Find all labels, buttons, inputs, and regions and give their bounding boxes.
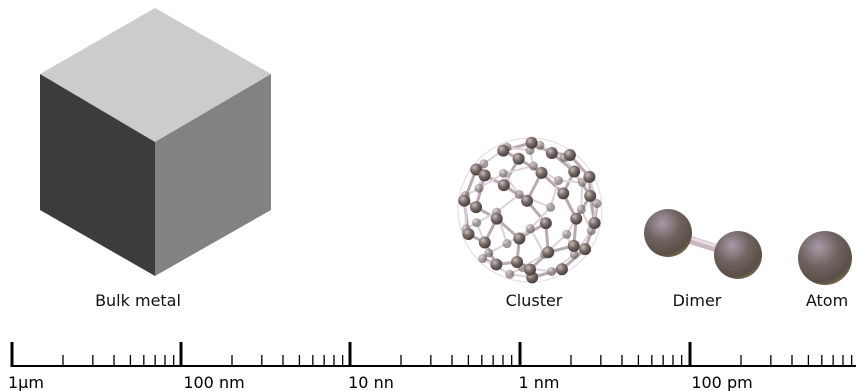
cluster-atom [521, 194, 534, 207]
cluster-bond [478, 172, 504, 190]
tick-label-100pm: 100 pm [691, 373, 752, 391]
cube-top-face [40, 8, 271, 142]
cluster-atom [568, 165, 581, 178]
cluster-atom [555, 263, 568, 276]
bulk-metal-cube [40, 8, 271, 276]
cluster-bond [549, 180, 560, 208]
cluster-atom [584, 189, 597, 202]
cluster-atom [567, 239, 580, 252]
cluster-atom [472, 218, 482, 228]
cluster-atom [557, 187, 570, 200]
dimer-atom-right [714, 231, 762, 279]
cluster-atom [490, 258, 503, 271]
cluster-atom [502, 239, 512, 249]
cluster-atom [525, 136, 538, 149]
dimer-atom-left [644, 209, 692, 257]
cube-right-face [155, 74, 271, 276]
label-atom: Atom [806, 291, 848, 310]
cluster-atom [583, 170, 596, 183]
cluster-bond [551, 253, 575, 273]
cluster-atom [525, 224, 535, 234]
cluster-atom [478, 236, 491, 249]
cluster-bond [529, 206, 552, 230]
cluster-atom [498, 168, 508, 178]
cluster-atom [484, 248, 494, 258]
cluster-atom [535, 140, 545, 150]
cluster-atom [535, 166, 548, 179]
cluster-atom [539, 217, 552, 230]
cluster-atom [514, 189, 524, 199]
cluster-atom [512, 152, 525, 165]
cluster-atom [542, 246, 555, 259]
cluster-atom [554, 176, 564, 186]
cluster-atom [563, 148, 576, 161]
cluster-bond [529, 228, 546, 255]
cluster-atom [505, 269, 515, 279]
cluster-atom [528, 161, 538, 171]
dimer-molecule [644, 209, 762, 279]
cluster-atom [513, 232, 526, 245]
cluster-atom [497, 179, 510, 192]
cluster-bond [496, 193, 520, 213]
cluster-atom [474, 183, 484, 193]
cluster-atom [592, 199, 602, 209]
tick-label-1um: 1μm [8, 373, 44, 391]
cluster-atom [479, 159, 489, 169]
cluster-atom [511, 255, 524, 268]
cluster-atom [562, 229, 572, 239]
cluster-atom [576, 204, 586, 214]
cluster-atoms [458, 136, 602, 284]
cluster-atom [547, 267, 557, 277]
tick-label-100nm: 100 nm [183, 373, 244, 391]
cluster-molecule [457, 136, 603, 284]
cluster-bond [580, 182, 584, 210]
tick-label-10nm: 10 nn [348, 373, 394, 391]
cluster-atom [579, 243, 592, 256]
axis-ticks [10, 342, 853, 367]
label-dimer: Dimer [673, 291, 722, 310]
cluster-atom [490, 212, 503, 225]
cluster-atom [470, 163, 483, 176]
tick-label-1nm: 1 nm [519, 373, 560, 391]
cluster-atom [545, 146, 558, 159]
cluster-atom [478, 254, 488, 264]
cluster-atom [569, 249, 579, 259]
cluster-atom [497, 144, 510, 157]
cluster-bond [503, 165, 534, 175]
label-cluster: Cluster [506, 291, 563, 310]
log-scale-axis [10, 342, 856, 367]
cluster-atom [470, 201, 483, 214]
cluster-atom [588, 217, 601, 230]
cluster-atom [524, 263, 536, 276]
cluster-atom [570, 212, 583, 225]
cube-left-face [40, 74, 155, 276]
cluster-atom [462, 228, 475, 241]
cluster-atom [458, 194, 471, 207]
single-atom [798, 231, 852, 285]
cluster-atom [546, 202, 556, 212]
cluster-atom [478, 169, 491, 182]
label-bulk-metal: Bulk metal [95, 291, 181, 310]
